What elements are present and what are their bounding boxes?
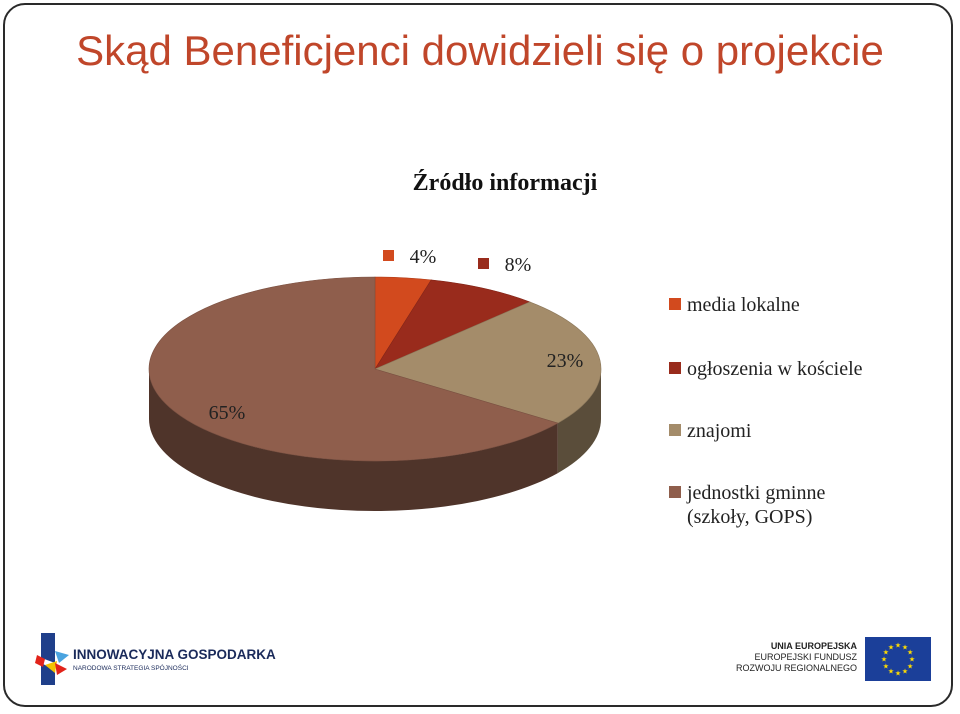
pct-label-2: 23% xyxy=(547,350,584,372)
eu-logo-line3: ROZWOJU REGIONALNEGO xyxy=(735,663,857,673)
chart-title: Źródło informacji xyxy=(413,170,598,196)
eu-logo-line1: UNIA EUROPEJSKA xyxy=(770,641,857,651)
legend-swatch-3 xyxy=(669,486,681,498)
eu-star-icon: ★ xyxy=(907,649,913,657)
eu-star-icon: ★ xyxy=(907,663,913,671)
pie-slice-1 xyxy=(374,279,531,370)
slide-title: Skąd Beneficjenci dowidzieli się o proje… xyxy=(76,27,884,74)
legend: media lokalne ogłoszenia w kościele znajom… xyxy=(669,294,863,528)
legend-swatch-0 xyxy=(669,298,681,310)
eu-star-icon: ★ xyxy=(888,643,894,651)
pct-label-swatch-0 xyxy=(383,250,394,261)
legend-label-1: ogłoszenia w kościele xyxy=(687,358,863,380)
eu-star-icon: ★ xyxy=(902,668,908,676)
eu-star-icon: ★ xyxy=(909,656,915,664)
ig-logo-mark-icon xyxy=(35,633,69,685)
legend-label-3: jednostki gminne (szkoły, GOPS) xyxy=(686,482,825,528)
ig-logo-subtitle: NARODOWA STRATEGIA SPÓJNOŚCI xyxy=(73,665,189,672)
legend-label-2: znajomi xyxy=(687,420,752,442)
eu-star-icon: ★ xyxy=(895,642,901,650)
innowacyjna-gospodarka-logo: INNOWACYJNA GOSPODARKA NARODOWA STRATEGI… xyxy=(35,633,276,687)
eu-star-icon: ★ xyxy=(883,649,889,657)
pie-group: 4% 8% 23% 65% xyxy=(148,246,602,511)
eu-star-icon: ★ xyxy=(888,668,894,676)
eu-logo-line2: EUROPEJSKI FUNDUSZ xyxy=(754,652,857,662)
legend-swatch-1 xyxy=(669,362,681,374)
legend-swatch-2 xyxy=(669,424,681,436)
pie-side-2 xyxy=(557,369,601,474)
legend-label-0: media lokalne xyxy=(687,294,800,316)
eu-star-icon: ★ xyxy=(881,656,887,664)
pct-label-0: 4% xyxy=(410,246,437,268)
eu-star-icon: ★ xyxy=(902,643,908,651)
eu-star-icon: ★ xyxy=(883,663,889,671)
eu-logo-text: UNIA EUROPEJSKA EUROPEJSKI FUNDUSZ ROZWO… xyxy=(736,641,857,674)
pct-label-swatch-1 xyxy=(478,258,489,269)
pct-label-3: 65% xyxy=(209,402,246,424)
eu-logo: UNIA EUROPEJSKA EUROPEJSKI FUNDUSZ ROZWO… xyxy=(731,637,931,685)
slide: Skąd Beneficjenci dowidzieli się o proje… xyxy=(3,3,953,707)
pct-label-1: 8% xyxy=(505,254,532,276)
eu-star-icon: ★ xyxy=(895,670,901,678)
pie-slice-2 xyxy=(374,301,602,424)
pie-slice-3 xyxy=(148,276,559,462)
pie-chart: Źródło informacji 4% 8% 23% 65% media lokal… xyxy=(148,170,863,528)
ig-logo-name: INNOWACYJNA GOSPODARKA xyxy=(73,647,276,662)
eu-flag-icon: ★★★★★★★★★ ★ ★★ xyxy=(865,637,931,681)
pie-side-3 xyxy=(149,369,558,511)
